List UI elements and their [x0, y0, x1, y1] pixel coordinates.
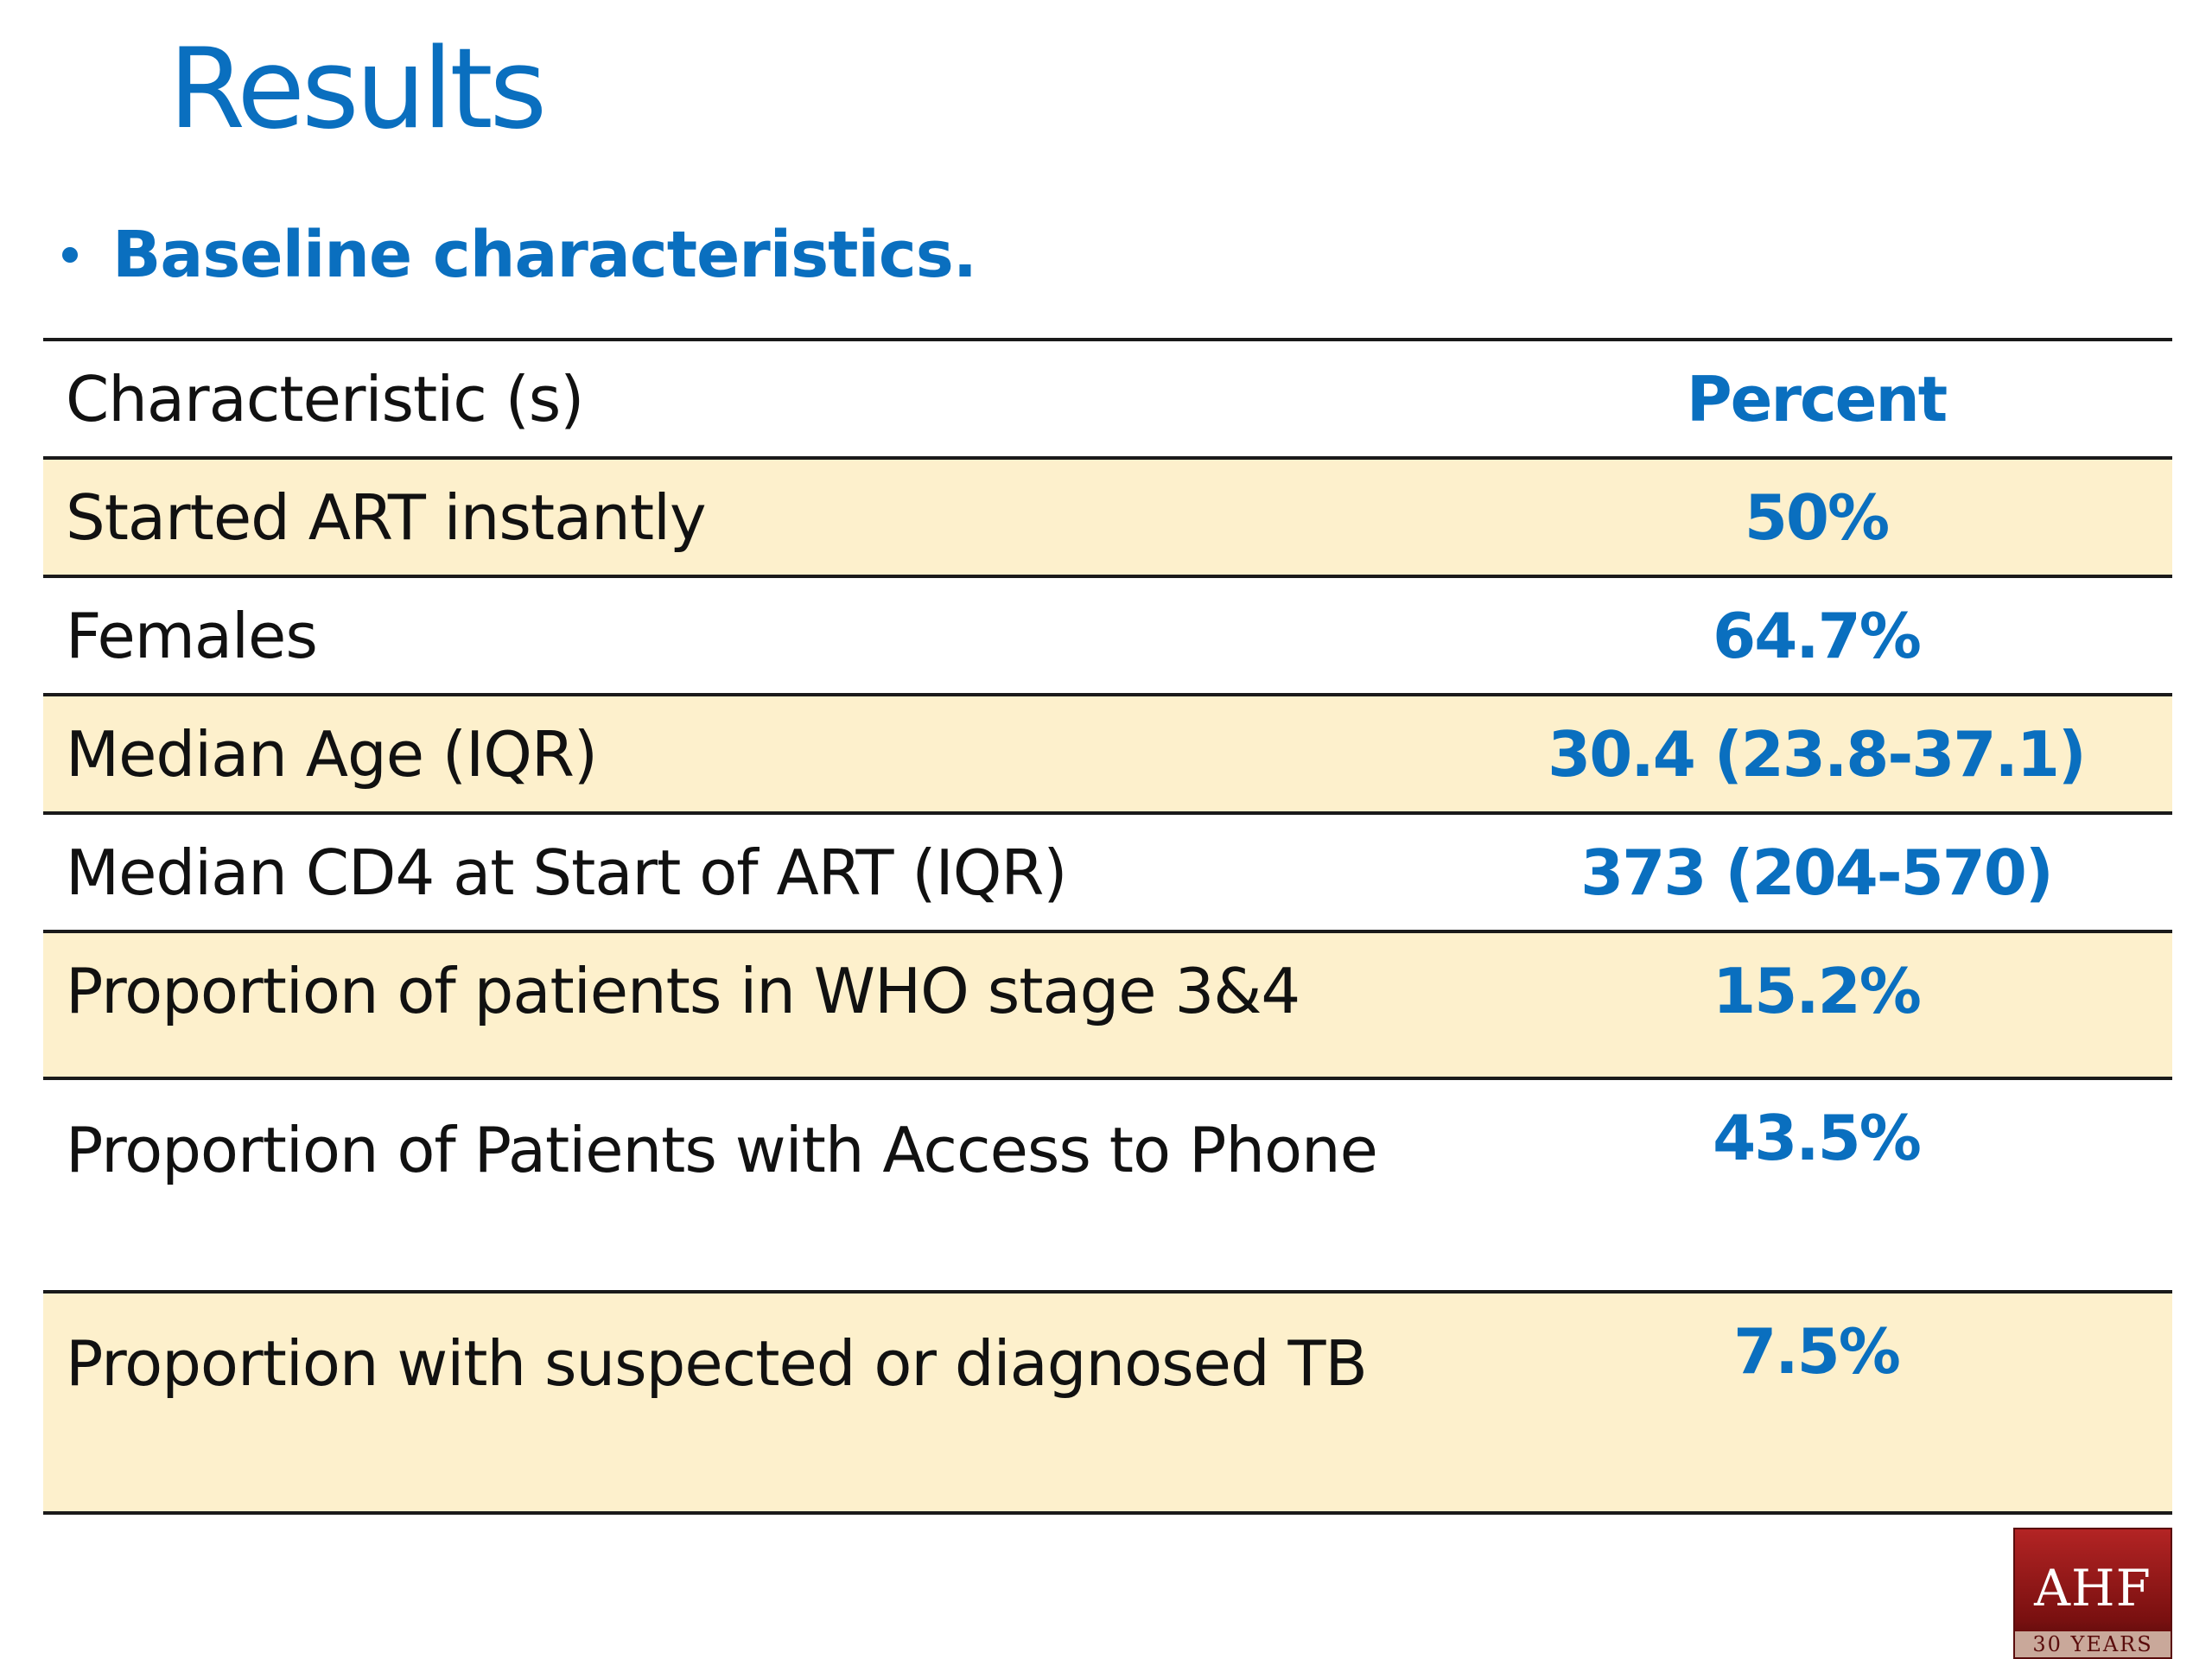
row-label: Median Age (IQR): [66, 718, 598, 791]
table-row: Median Age (IQR) 30.4 (23.8-37.1): [43, 696, 2172, 815]
row-label: Proportion with suspected or diagnosed T…: [66, 1327, 1368, 1400]
table-row: Proportion of Patients with Access to Ph…: [43, 1080, 2172, 1294]
bullet-item: Baseline characteristics.: [62, 218, 977, 292]
table-row: Proportion of patients in WHO stage 3&4 …: [43, 933, 2172, 1080]
slide-title: Results: [168, 25, 547, 154]
row-value: 15.2%: [1713, 955, 1922, 1027]
row-value: 43.5%: [1713, 1102, 1922, 1174]
logo-text: AHF: [2034, 1559, 2152, 1618]
row-value: 7.5%: [1733, 1315, 1901, 1388]
bullet-text: Baseline characteristics.: [112, 218, 977, 292]
row-value: 50%: [1744, 481, 1890, 554]
row-label: Median CD4 at Start of ART (IQR): [66, 836, 1068, 909]
row-value: 64.7%: [1713, 600, 1922, 672]
header-value: Percent: [1686, 363, 1948, 435]
table-row: Females 64.7%: [43, 578, 2172, 696]
row-value: 30.4 (23.8-37.1): [1548, 718, 2087, 791]
row-value: 373 (204-570): [1580, 836, 2054, 909]
bullet-icon: [62, 247, 78, 263]
row-label: Females: [66, 600, 318, 672]
baseline-table: Characteristic (s) Percent Started ART i…: [43, 338, 2172, 1515]
table-row: Started ART instantly 50%: [43, 460, 2172, 578]
logo-subtext: 30 YEARS: [2015, 1631, 2171, 1657]
header-label: Characteristic (s): [66, 363, 584, 435]
row-label: Started ART instantly: [66, 481, 707, 554]
row-label: Proportion of patients in WHO stage 3&4: [66, 955, 1300, 1027]
ahf-logo: AHF 30 YEARS: [2013, 1528, 2172, 1659]
table-header-row: Characteristic (s) Percent: [43, 341, 2172, 460]
row-label: Proportion of Patients with Access to Ph…: [66, 1114, 1378, 1186]
table-row: Median CD4 at Start of ART (IQR) 373 (20…: [43, 815, 2172, 933]
table-row: Proportion with suspected or diagnosed T…: [43, 1294, 2172, 1515]
